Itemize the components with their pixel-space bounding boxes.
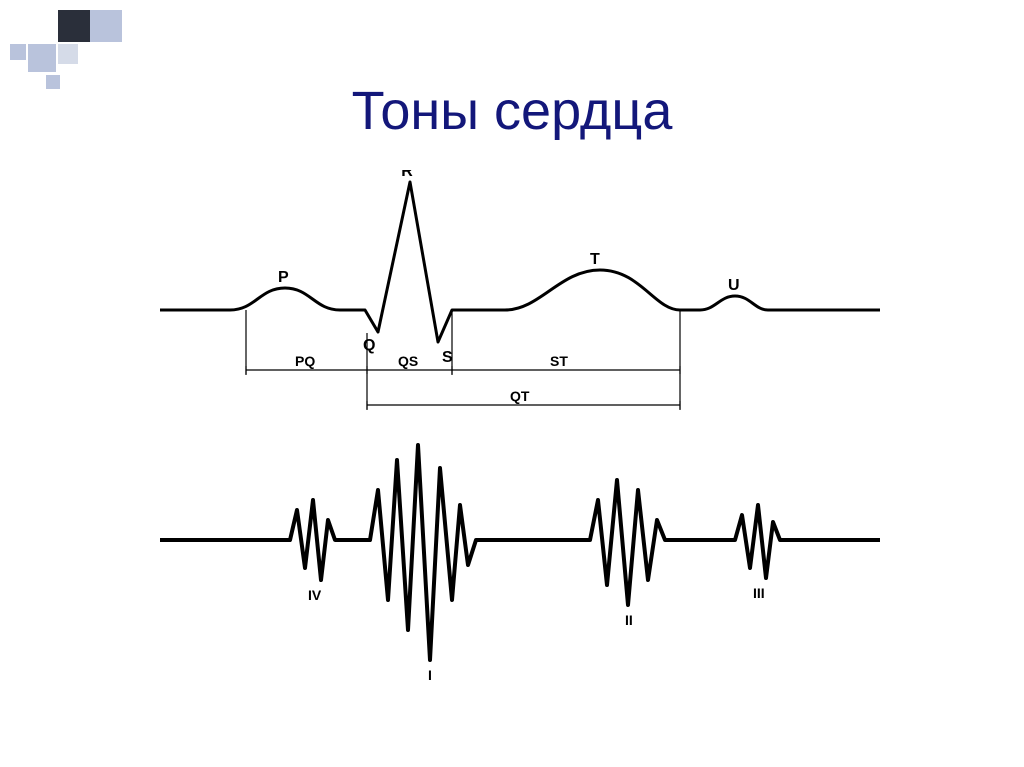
ecg-label-q: Q — [363, 337, 375, 354]
ecg-label-u: U — [728, 277, 740, 294]
pcg-label-iii: III — [753, 585, 765, 601]
ecg-interval-qt: QT — [510, 388, 530, 404]
ecg-trace — [160, 182, 880, 342]
slide: Тоны сердца P R T U Q S — [0, 0, 1024, 767]
ecg-interval-qs: QS — [398, 353, 418, 369]
ecg-interval-pq: PQ — [295, 353, 315, 369]
ecg-label-s: S — [442, 349, 453, 366]
ecg-label-p: P — [278, 269, 289, 286]
pcg-trace — [160, 445, 880, 660]
ecg-interval-st: ST — [550, 353, 568, 369]
pcg-label-ii: II — [625, 612, 633, 628]
ecg-pcg-diagram: P R T U Q S — [160, 170, 880, 690]
slide-title: Тоны сердца — [0, 80, 1024, 142]
ecg-label-t: T — [590, 251, 600, 268]
ecg-label-r: R — [401, 170, 413, 180]
pcg-label-i: I — [428, 667, 432, 683]
pcg-label-iv: IV — [308, 587, 322, 603]
